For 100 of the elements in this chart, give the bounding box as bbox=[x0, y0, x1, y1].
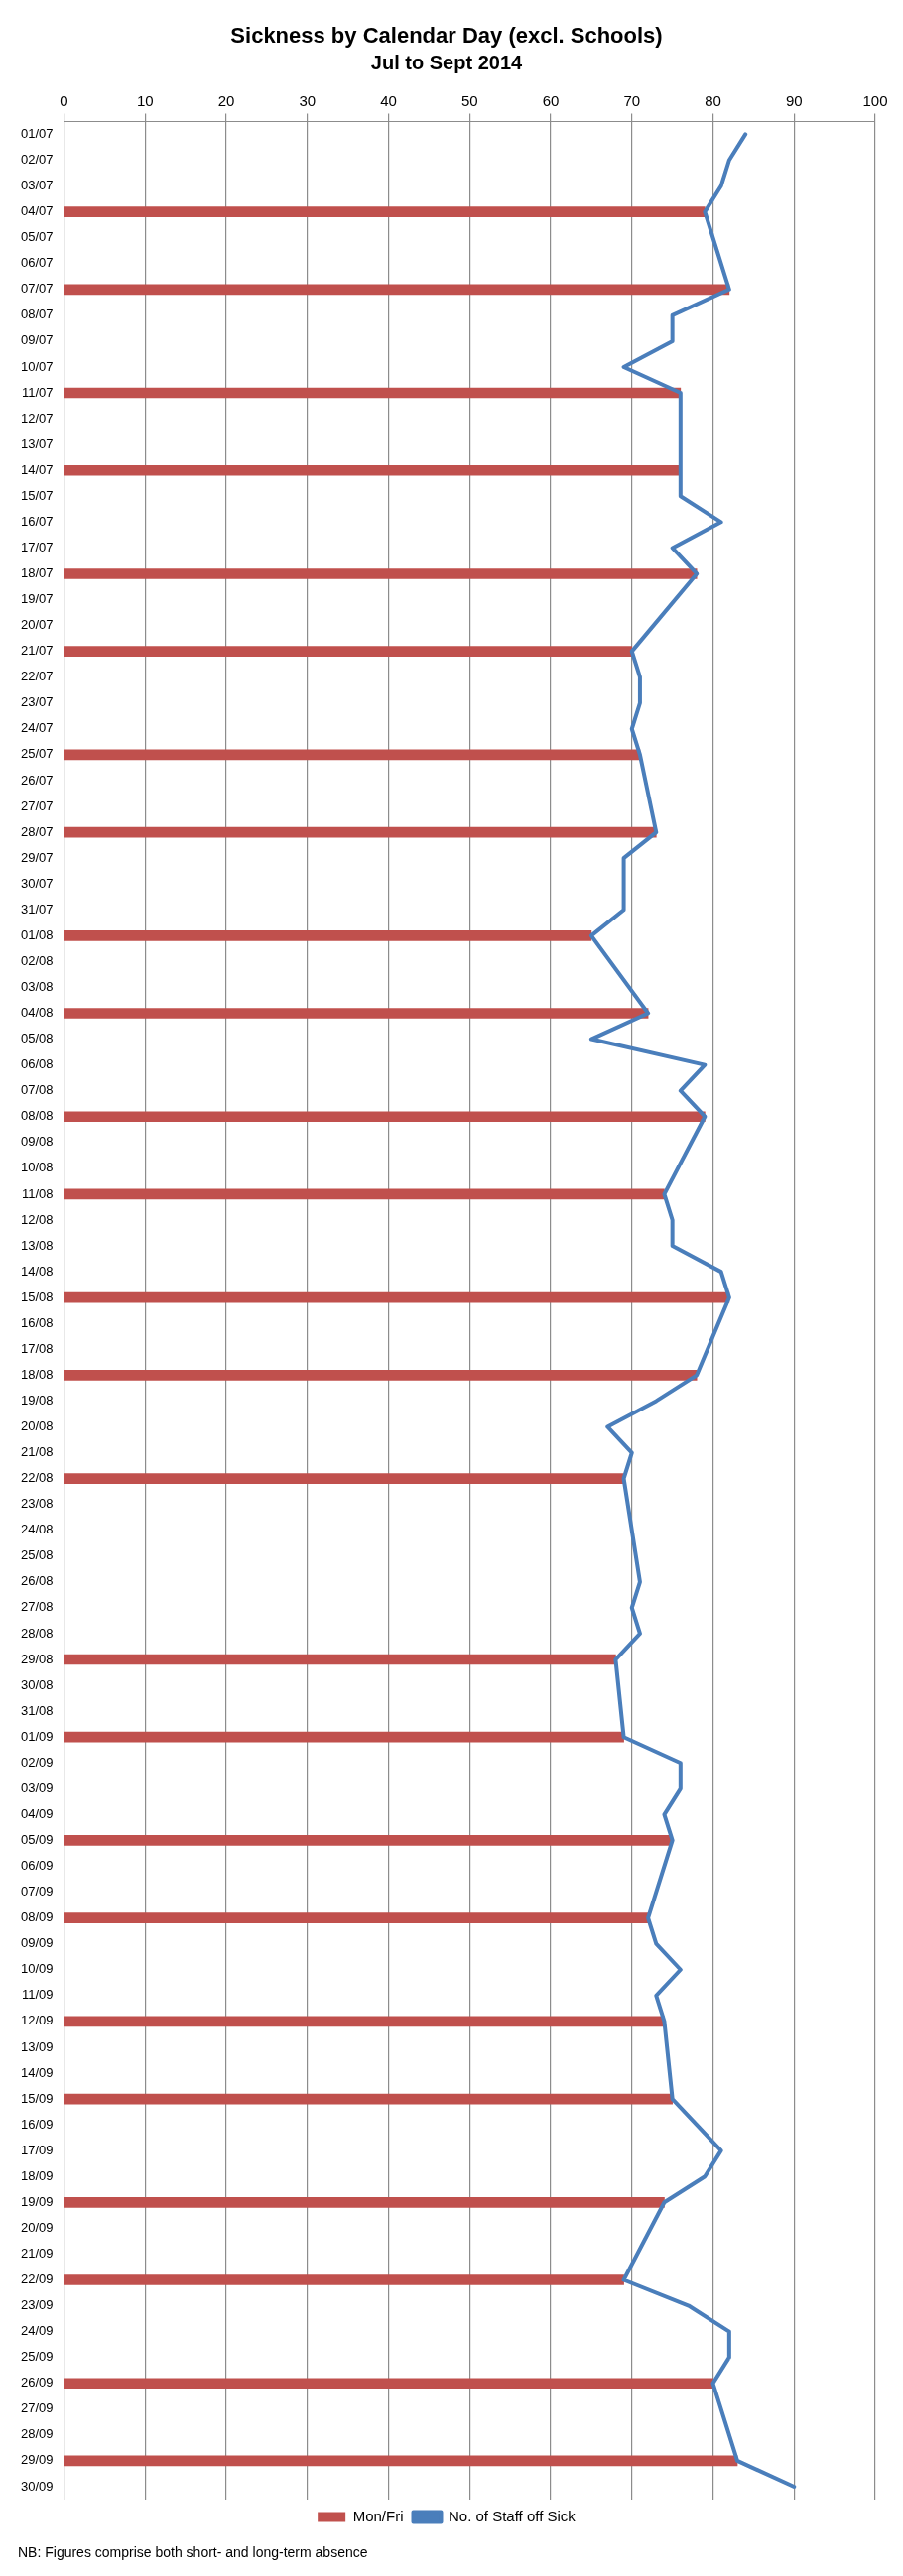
y-tick-label: 07/07 bbox=[20, 281, 54, 297]
bar bbox=[64, 1111, 706, 1123]
y-tick-label: 02/07 bbox=[20, 152, 54, 168]
y-tick-label: 11/07 bbox=[21, 384, 54, 400]
y-tick-label: 01/07 bbox=[20, 126, 54, 142]
y-tick-label: 23/08 bbox=[20, 1496, 54, 1512]
y-tick-label: 29/09 bbox=[20, 2452, 54, 2468]
y-tick-label: 23/07 bbox=[20, 694, 54, 710]
y-tick-label: 13/08 bbox=[20, 1237, 54, 1253]
y-tick-label: 09/09 bbox=[20, 1935, 54, 1951]
x-tick-label: 30 bbox=[299, 91, 317, 109]
y-tick-label: 19/09 bbox=[20, 2193, 54, 2209]
y-tick-label: 21/07 bbox=[20, 643, 54, 659]
y-tick-label: 10/07 bbox=[20, 358, 54, 374]
y-tick-label: 07/09 bbox=[20, 1884, 54, 1900]
y-tick-label: 07/08 bbox=[20, 1082, 54, 1098]
y-tick-label: 26/08 bbox=[20, 1573, 54, 1589]
y-tick-label: 10/08 bbox=[20, 1160, 54, 1175]
y-tick-label: 30/07 bbox=[20, 875, 54, 891]
x-tick-label: 50 bbox=[460, 91, 478, 109]
y-tick-label: 02/08 bbox=[20, 952, 54, 968]
chart-subtitle: Jul to Sept 2014 bbox=[370, 51, 524, 73]
y-tick-label: 21/09 bbox=[20, 2246, 54, 2261]
y-tick-label: 17/07 bbox=[20, 539, 54, 554]
y-tick-label: 08/09 bbox=[20, 1909, 54, 1925]
y-tick-label: 05/07 bbox=[20, 229, 54, 245]
y-tick-label: 23/09 bbox=[20, 2297, 54, 2313]
y-tick-label: 18/08 bbox=[20, 1366, 54, 1382]
text: NB: Figures comprise both short- and long-term absence bbox=[18, 2543, 368, 2560]
y-tick-label: 16/09 bbox=[20, 2116, 54, 2132]
bar bbox=[64, 387, 682, 399]
x-tick-label: 40 bbox=[380, 91, 397, 109]
y-tick-label: 10/09 bbox=[20, 1961, 54, 1977]
y-tick-label: 01/09 bbox=[20, 1728, 54, 1744]
y-tick-label: 19/08 bbox=[20, 1392, 54, 1408]
y-tick-label: 15/08 bbox=[20, 1288, 54, 1304]
y-tick-label: 28/07 bbox=[20, 823, 54, 839]
bar bbox=[64, 2378, 713, 2390]
bar bbox=[64, 206, 706, 217]
y-tick-label: 12/09 bbox=[20, 2013, 54, 2028]
bar bbox=[64, 826, 657, 838]
y-tick-label: 15/09 bbox=[20, 2090, 54, 2106]
y-tick-label: 11/08 bbox=[21, 1185, 54, 1201]
y-tick-label: 26/07 bbox=[20, 772, 54, 788]
bar bbox=[64, 2016, 665, 2027]
bar bbox=[64, 2455, 738, 2467]
y-tick-label: 06/08 bbox=[20, 1056, 54, 1072]
x-tick-label: 80 bbox=[705, 91, 721, 109]
y-tick-label: 08/07 bbox=[20, 307, 54, 322]
y-tick-label: 28/09 bbox=[20, 2426, 54, 2442]
bar bbox=[64, 284, 730, 296]
bar bbox=[64, 2196, 665, 2208]
y-tick-label: 29/07 bbox=[20, 849, 54, 865]
y-tick-label: 16/08 bbox=[20, 1314, 54, 1330]
y-tick-label: 22/08 bbox=[20, 1470, 54, 1486]
bar bbox=[64, 1835, 673, 1846]
legend-label: No. of Staff off Sick bbox=[449, 2507, 577, 2524]
y-tick-label: 20/07 bbox=[20, 617, 54, 633]
bar bbox=[64, 2093, 673, 2105]
chart-title: Sickness by Calendar Day (excl. Schools) bbox=[230, 23, 663, 49]
bar bbox=[64, 1731, 624, 1743]
y-tick-label: 17/08 bbox=[20, 1340, 54, 1356]
y-tick-label: 28/08 bbox=[20, 1625, 54, 1641]
y-tick-label: 25/09 bbox=[20, 2349, 54, 2365]
x-tick-label: 90 bbox=[785, 91, 803, 109]
bar bbox=[64, 1188, 665, 1200]
y-tick-label: 14/08 bbox=[20, 1263, 54, 1279]
bar bbox=[64, 749, 641, 761]
x-tick-label: 70 bbox=[623, 91, 641, 109]
y-tick-label: 25/08 bbox=[20, 1547, 54, 1563]
y-tick-label: 04/08 bbox=[20, 1005, 54, 1021]
y-tick-label: 27/09 bbox=[20, 2400, 54, 2416]
bar bbox=[64, 1008, 649, 1019]
x-tick-label: 100 bbox=[862, 91, 888, 109]
y-tick-label: 24/07 bbox=[20, 720, 54, 736]
y-tick-label: 03/07 bbox=[20, 178, 54, 193]
x-tick-label: 10 bbox=[136, 91, 154, 109]
y-tick-label: 11/09 bbox=[21, 1987, 54, 2003]
y-tick-label: 24/08 bbox=[20, 1522, 54, 1537]
y-tick-label: 19/07 bbox=[20, 591, 54, 607]
x-tick-label: 0 bbox=[60, 91, 68, 109]
y-tick-label: 30/08 bbox=[20, 1676, 54, 1692]
y-tick-label: 14/07 bbox=[20, 461, 54, 477]
y-tick-label: 06/07 bbox=[20, 255, 54, 271]
y-tick-label: 06/09 bbox=[20, 1858, 54, 1874]
y-tick-label: 26/09 bbox=[20, 2375, 54, 2391]
y-tick-label: 13/07 bbox=[20, 435, 54, 451]
y-tick-label: 04/09 bbox=[20, 1805, 54, 1821]
y-tick-label: 03/09 bbox=[20, 1779, 54, 1795]
y-tick-label: 30/09 bbox=[20, 2478, 54, 2494]
bar bbox=[64, 464, 682, 476]
bar bbox=[64, 568, 698, 579]
y-tick-label: 20/09 bbox=[20, 2219, 54, 2235]
y-tick-label: 16/07 bbox=[20, 513, 54, 529]
x-tick-label: 60 bbox=[542, 91, 560, 109]
y-tick-label: 12/08 bbox=[20, 1211, 54, 1227]
y-tick-label: 25/07 bbox=[20, 746, 54, 762]
y-tick-label: 05/09 bbox=[20, 1832, 54, 1848]
y-tick-label: 27/07 bbox=[20, 797, 54, 813]
y-tick-label: 18/07 bbox=[20, 565, 54, 581]
